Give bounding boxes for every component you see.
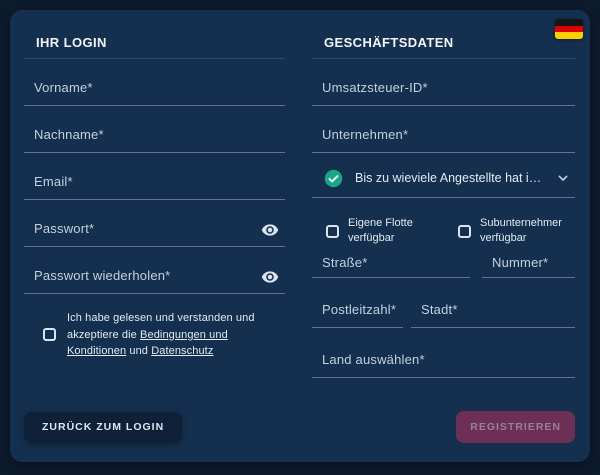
last-name-input[interactable]: [24, 127, 285, 152]
terms-text-prefix: Ich habe gelesen und verstanden und akze…: [67, 312, 255, 341]
country-select[interactable]: [312, 352, 575, 377]
terms-text-middle: und: [126, 345, 152, 357]
street-field-wrap: [312, 251, 470, 278]
privacy-link[interactable]: Datenschutz: [151, 345, 214, 357]
check-circle-icon: [324, 169, 343, 187]
employees-dropdown[interactable]: Bis zu wieviele Angestellte hat ihre F…: [312, 153, 575, 198]
eye-icon: [261, 271, 279, 283]
footer-actions: ZURÜCK ZUM LOGIN REGISTRIEREN: [24, 411, 575, 443]
password-repeat-field-wrap: [24, 247, 285, 294]
first-name-input[interactable]: [24, 80, 285, 105]
registration-card: IHR LOGIN: [10, 10, 590, 462]
street-number-row: [312, 251, 575, 278]
back-to-login-button[interactable]: ZURÜCK ZUM LOGIN: [24, 411, 183, 443]
city-input[interactable]: [411, 302, 575, 327]
login-section-title: IHR LOGIN: [36, 35, 107, 50]
flag-stripe-black: [555, 19, 583, 26]
fleet-checkbox-item[interactable]: Eigene Flotte verfügbar: [326, 211, 446, 251]
zip-field-wrap: [312, 278, 403, 328]
login-section-divider: [24, 58, 285, 59]
subcontractor-checkbox-label: Subunternehmer verfügbar: [480, 216, 562, 244]
business-section-divider: [312, 58, 575, 59]
vat-field-wrap: [312, 59, 575, 106]
country-field-wrap: [312, 328, 575, 378]
password-repeat-input[interactable]: [24, 268, 285, 293]
availability-checkboxes: Eigene Flotte verfügbar Subunternehmer v…: [312, 211, 575, 251]
flag-stripe-gold: [555, 32, 583, 39]
email-input[interactable]: [24, 174, 285, 199]
business-section-title: GESCHÄFTSDATEN: [324, 35, 454, 50]
city-field-wrap: [411, 278, 575, 328]
subcontractor-checkbox[interactable]: [458, 224, 471, 238]
password-input[interactable]: [24, 221, 285, 246]
first-name-field-wrap: [24, 59, 285, 106]
terms-checkbox[interactable]: [43, 328, 56, 342]
flag-stripe-red: [555, 25, 583, 33]
register-button[interactable]: REGISTRIEREN: [456, 411, 575, 443]
street-input[interactable]: [312, 255, 470, 277]
company-field-wrap: [312, 106, 575, 153]
fleet-checkbox-label: Eigene Flotte verfügbar: [348, 216, 413, 244]
terms-conditions-link[interactable]: Bedingungen und Konditionen: [67, 328, 228, 358]
zip-city-row: [312, 278, 575, 328]
number-field-wrap: [482, 251, 575, 278]
number-input[interactable]: [482, 255, 575, 277]
german-flag-icon[interactable]: [555, 19, 583, 39]
eye-icon: [261, 224, 279, 236]
company-input[interactable]: [312, 127, 575, 152]
subcontractor-checkbox-item[interactable]: Subunternehmer verfügbar: [458, 211, 575, 251]
password-visibility-toggle[interactable]: [259, 219, 281, 241]
fleet-checkbox[interactable]: [326, 224, 339, 238]
password-repeat-visibility-toggle[interactable]: [259, 266, 281, 288]
terms-row: Ich habe gelesen und verstanden und akze…: [24, 310, 285, 360]
password-field-wrap: [24, 200, 285, 247]
login-section: IHR LOGIN: [24, 10, 285, 360]
chevron-down-icon: [558, 175, 568, 181]
zip-input[interactable]: [312, 302, 403, 327]
email-field-wrap: [24, 153, 285, 200]
employees-dropdown-value: Bis zu wieviele Angestellte hat ihre F…: [355, 171, 543, 185]
business-section: GESCHÄFTSDATEN Bis zu wieviele Angestell…: [312, 10, 575, 378]
terms-text: Ich habe gelesen und verstanden und akze…: [67, 310, 285, 360]
last-name-field-wrap: [24, 106, 285, 153]
vat-input[interactable]: [312, 80, 575, 105]
